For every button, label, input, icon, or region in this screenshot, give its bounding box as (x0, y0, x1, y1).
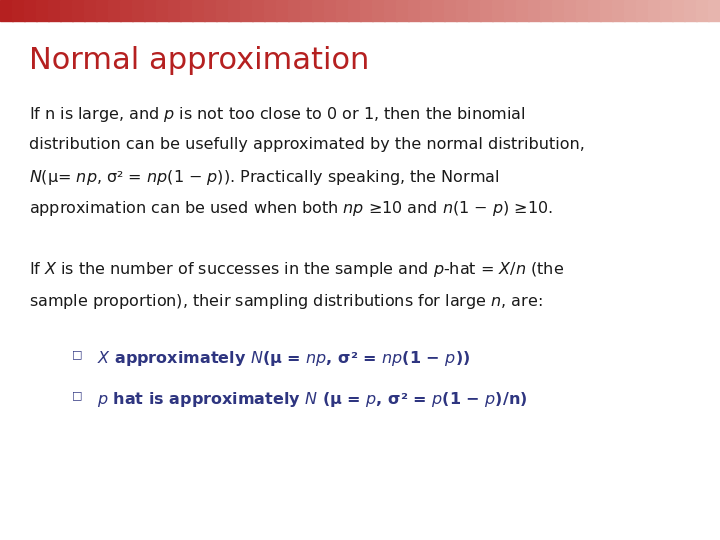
Text: If $X$ is the number of successes in the sample and $p$-hat = $X/n$ (the: If $X$ is the number of successes in the… (29, 260, 564, 279)
Text: distribution can be usefully approximated by the normal distribution,: distribution can be usefully approximate… (29, 137, 585, 152)
Text: $X$ approximately $N$(μ = $np$, σ² = $np$(1 − $p$)): $X$ approximately $N$(μ = $np$, σ² = $np… (97, 349, 470, 368)
Text: Normal approximation: Normal approximation (29, 46, 369, 75)
Text: If n is large, and $p$ is not too close to 0 or 1, then the binomial: If n is large, and $p$ is not too close … (29, 105, 526, 124)
Text: $N$(μ= $np$, σ² = $np$(1 − $p$)). Practically speaking, the Normal: $N$(μ= $np$, σ² = $np$(1 − $p$)). Practi… (29, 168, 500, 187)
Text: approximation can be used when both $np$ ≥10 and $n$(1 − $p$) ≥10.: approximation can be used when both $np$… (29, 199, 553, 218)
Text: □: □ (72, 390, 83, 400)
Text: sample proportion), their sampling distributions for large $n$, are:: sample proportion), their sampling distr… (29, 292, 542, 310)
Text: □: □ (72, 349, 83, 359)
Text: $p$ hat is approximately $N$ (μ = $p$, σ² = $p$(1 − $p$)/n): $p$ hat is approximately $N$ (μ = $p$, σ… (97, 390, 528, 409)
